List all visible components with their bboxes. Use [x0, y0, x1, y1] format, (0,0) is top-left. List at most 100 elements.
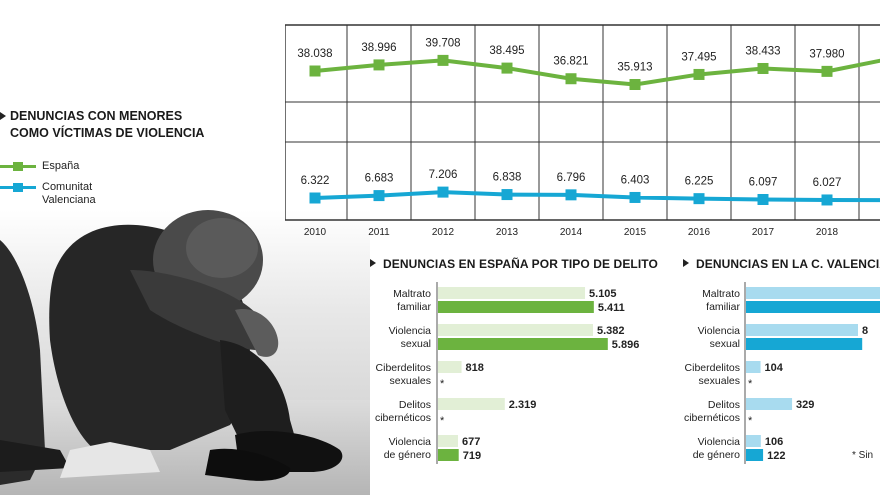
bar-value-label-espana: 5.411	[598, 302, 625, 314]
category-label-comunitat: sexuales	[699, 375, 740, 387]
data-label-comunitat: 6.322	[301, 175, 330, 187]
bar-chart-espana: Maltratofamiliar5.1055.411Violenciasexua…	[375, 282, 640, 464]
legend-label-espana: España	[42, 160, 80, 172]
triangle-bullet-icon	[370, 259, 376, 267]
data-label-comunitat: 6.027	[813, 177, 842, 189]
square-marker-icon	[13, 183, 23, 192]
legend-label-comunitat-line2: Valenciana	[42, 194, 96, 206]
bar-espana-series2	[438, 338, 608, 350]
bars-es-title: DENUNCIAS EN ESPAÑA POR TIPO DE DELITO	[370, 257, 658, 271]
category-label-comunitat: Delitos	[708, 399, 740, 411]
data-point-comunitat	[309, 192, 321, 204]
data-point-comunitat	[821, 194, 833, 206]
data-label-comunitat: 6.838	[493, 172, 522, 184]
data-label-espana: 35.913	[617, 62, 652, 74]
bar-espana-series1	[438, 398, 505, 410]
child-photo	[0, 210, 370, 495]
data-label-espana: 36.821	[553, 56, 588, 68]
bar-espana-series1	[438, 361, 462, 373]
data-label-espana: 38.996	[361, 42, 396, 54]
category-label-comunitat: Maltrato	[702, 288, 740, 300]
category-label-espana: de género	[384, 449, 431, 461]
data-label-comunitat: 6.225	[685, 176, 714, 188]
chart-title: DENUNCIAS CON MENORES COMO VÍCTIMAS DE V…	[0, 108, 215, 142]
bar-comunitat-series1	[746, 287, 880, 299]
bar-value-label-comunitat: 8	[862, 325, 868, 337]
bar-espana-series1	[438, 435, 458, 447]
bar-missing-label-espana: *	[440, 378, 445, 390]
data-label-comunitat: 7.206	[429, 169, 458, 181]
bar-espana-series2	[438, 301, 594, 313]
data-point-comunitat	[565, 189, 577, 201]
bar-espana-series2	[438, 449, 459, 461]
chart-title-line2: COMO VÍCTIMAS DE VIOLENCIA	[10, 126, 205, 140]
square-marker-icon	[13, 162, 23, 171]
data-point-espana	[373, 59, 385, 71]
category-label-espana: Delitos	[399, 399, 431, 411]
bar-value-label-espana: 818	[466, 362, 484, 374]
x-tick-label: 2012	[432, 227, 455, 238]
bar-comunitat-series1	[746, 361, 761, 373]
bars-cv-title-text: DENUNCIAS EN LA C. VALENCIANA	[696, 257, 880, 271]
bar-comunitat-series2	[746, 449, 764, 461]
data-label-comunitat: 6.683	[365, 173, 394, 185]
x-tick-label: 2017	[752, 227, 775, 238]
category-label-comunitat: Violencia	[698, 436, 741, 448]
data-point-comunitat	[373, 190, 385, 202]
chart-legend: DENUNCIAS CON MENORES COMO VÍCTIMAS DE V…	[0, 108, 215, 207]
x-tick-label: 2013	[496, 227, 519, 238]
data-point-espana	[565, 73, 577, 85]
data-label-espana: 38.038	[297, 48, 332, 60]
data-point-espana	[693, 68, 705, 80]
data-point-espana	[629, 79, 641, 90]
bar-comunitat-series2	[746, 338, 863, 350]
legend-item-comunitat: Comunitat Valenciana	[0, 181, 215, 207]
x-tick-label: 2015	[624, 227, 647, 238]
line-chart: 38.038 38.996 39.708 38.495 36.821 35.913 37.4…	[285, 24, 880, 238]
bar-chart-comunitat: MaltratofamiliarViolenciasexual8Ciberdel…	[684, 282, 880, 464]
bar-value-label-espana: 5.896	[612, 339, 640, 351]
x-tick-label: 2014	[560, 227, 583, 238]
data-point-espana	[821, 65, 833, 77]
bar-value-label-comunitat: 106	[765, 436, 783, 448]
data-point-espana	[501, 62, 513, 74]
data-point-comunitat	[693, 193, 705, 205]
data-label-espana: 37.495	[681, 51, 716, 63]
data-label-espana: 38.433	[745, 45, 780, 57]
category-label-comunitat: cibernéticos	[684, 412, 740, 424]
x-tick-label: 2016	[688, 227, 711, 238]
bar-missing-label-comunitat: *	[748, 415, 753, 427]
bar-espana-series1	[438, 324, 594, 336]
data-label-comunitat: 6.097	[749, 177, 778, 189]
data-point-comunitat	[437, 186, 449, 198]
data-point-espana	[309, 65, 321, 77]
bar-value-label-espana: 5.105	[589, 288, 617, 300]
legend-item-espana: España	[0, 160, 215, 173]
bar-value-label-espana: 5.382	[597, 325, 625, 337]
data-label-espana: 38.495	[489, 45, 524, 57]
category-label-espana: Ciberdelitos	[376, 362, 431, 374]
bar-espana-series1	[438, 287, 586, 299]
category-label-espana: Violencia	[389, 325, 432, 337]
bar-value-label-espana: 2.319	[509, 399, 537, 411]
bar-comunitat-series1	[746, 324, 858, 336]
legend-label-comunitat-line1: Comunitat	[42, 181, 93, 193]
data-label-comunitat: 6.403	[621, 174, 650, 186]
bars-cv-title: DENUNCIAS EN LA C. VALENCIANA	[683, 257, 880, 271]
bar-comunitat-series1	[746, 398, 793, 410]
data-label-comunitat: 6.796	[557, 172, 586, 184]
triangle-bullet-icon	[683, 259, 689, 267]
category-label-espana: sexuales	[390, 375, 431, 387]
category-label-espana: familiar	[397, 301, 431, 313]
data-point-comunitat	[501, 189, 513, 201]
footnote: * Sin	[852, 450, 874, 461]
bar-value-label-espana: 677	[462, 436, 480, 448]
bar-value-label-comunitat: 122	[767, 450, 785, 462]
bars-es-title-text: DENUNCIAS EN ESPAÑA POR TIPO DE DELITO	[383, 257, 658, 271]
bar-comunitat-series2	[746, 301, 880, 313]
category-label-comunitat: Ciberdelitos	[685, 362, 740, 374]
data-label-espana: 39.708	[425, 37, 460, 49]
category-label-espana: cibernéticos	[375, 412, 431, 424]
x-tick-label: 2011	[368, 227, 390, 238]
bar-value-label-comunitat: 329	[796, 399, 814, 411]
